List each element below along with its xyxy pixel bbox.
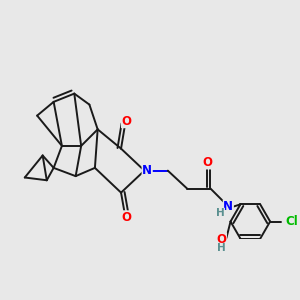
Text: H: H: [217, 244, 226, 254]
Text: N: N: [142, 164, 152, 177]
Text: O: O: [203, 156, 213, 169]
Text: O: O: [122, 115, 131, 128]
Text: H: H: [216, 208, 224, 218]
Text: Cl: Cl: [285, 215, 298, 228]
Text: O: O: [216, 233, 226, 246]
Text: O: O: [122, 211, 131, 224]
Text: N: N: [223, 200, 233, 213]
